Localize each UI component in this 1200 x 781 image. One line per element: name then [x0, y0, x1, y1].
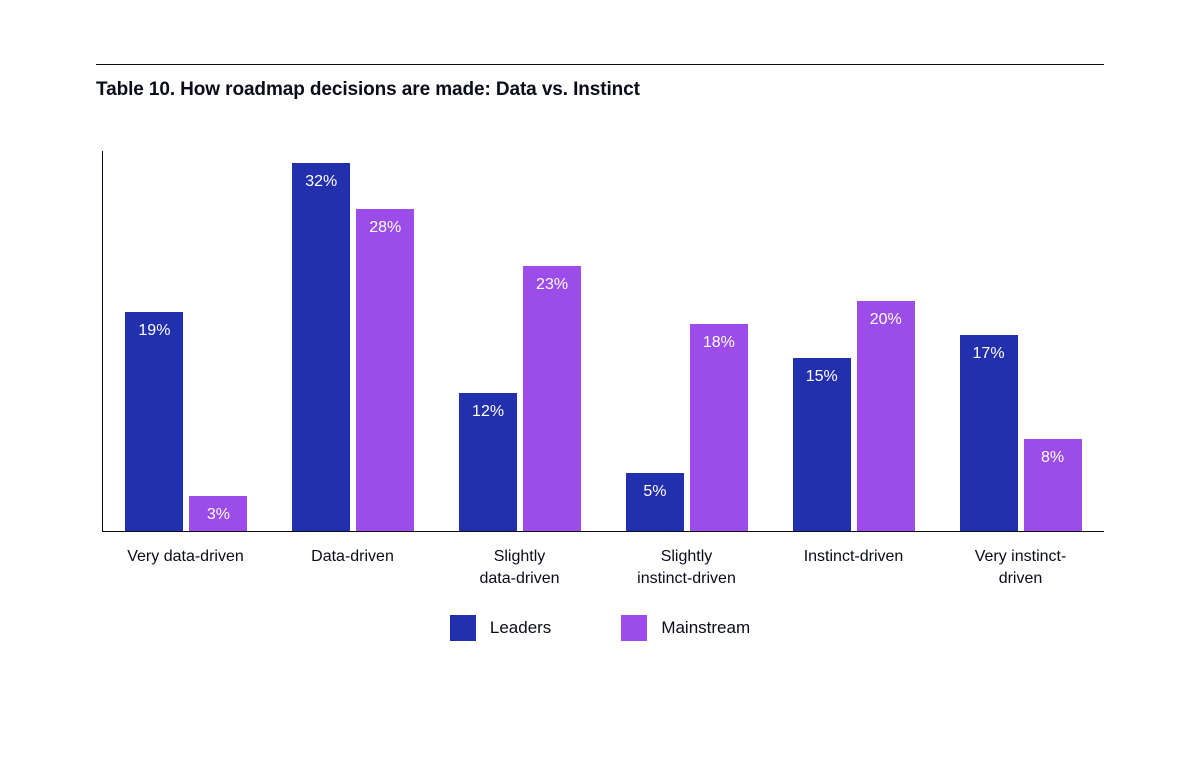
x-label: Instinct-driven	[770, 546, 937, 589]
bar: 12%	[459, 393, 517, 531]
bar: 5%	[626, 473, 684, 531]
bar-group: 32% 28%	[270, 151, 437, 531]
bar-pair: 15% 20%	[793, 301, 915, 531]
bar-pair: 5% 18%	[626, 324, 748, 531]
bar: 20%	[857, 301, 915, 531]
bar-value-label: 19%	[125, 322, 183, 340]
legend-label: Mainstream	[661, 618, 750, 638]
bar: 28%	[356, 209, 414, 531]
legend-swatch	[621, 615, 647, 641]
x-label: Data-driven	[269, 546, 436, 589]
legend-item-leaders: Leaders	[450, 615, 551, 641]
legend-label: Leaders	[490, 618, 551, 638]
legend-swatch	[450, 615, 476, 641]
bar-group: 5% 18%	[603, 151, 770, 531]
bar-chart: 19% 3% 32% 28% 12% 23% 5% 18% 15% 20% 17% 8% Very d…	[96, 151, 1104, 641]
bar-pair: 17% 8%	[960, 335, 1082, 531]
bar: 17%	[960, 335, 1018, 531]
bar-value-label: 28%	[356, 219, 414, 237]
bar-pair: 12% 23%	[459, 266, 581, 531]
bar-group: 15% 20%	[770, 151, 937, 531]
bar: 23%	[523, 266, 581, 531]
bar-pair: 19% 3%	[125, 312, 247, 531]
x-axis-labels: Very data-driven Data-driven Slightlydat…	[102, 546, 1104, 589]
chart-card: Table 10. How roadmap decisions are made…	[96, 64, 1104, 641]
x-label: Slightlydata-driven	[436, 546, 603, 589]
bar-pair: 32% 28%	[292, 163, 414, 531]
bar-value-label: 32%	[292, 173, 350, 191]
bar-value-label: 15%	[793, 368, 851, 386]
plot-area: 19% 3% 32% 28% 12% 23% 5% 18% 15% 20% 17% 8%	[102, 151, 1104, 532]
bar-value-label: 23%	[523, 276, 581, 294]
bar-value-label: 18%	[690, 334, 748, 352]
top-rule	[96, 64, 1104, 65]
bar-value-label: 3%	[189, 506, 247, 524]
x-label: Slightlyinstinct-driven	[603, 546, 770, 589]
legend: Leaders Mainstream	[96, 615, 1104, 641]
chart-title: Table 10. How roadmap decisions are made…	[96, 79, 1104, 101]
bar-group: 17% 8%	[937, 151, 1104, 531]
bar: 19%	[125, 312, 183, 531]
bar-group: 12% 23%	[437, 151, 604, 531]
x-label: Very instinct-driven	[937, 546, 1104, 589]
bar: 18%	[690, 324, 748, 531]
bar-value-label: 20%	[857, 311, 915, 329]
bar: 32%	[292, 163, 350, 531]
bar: 15%	[793, 358, 851, 531]
bar-value-label: 12%	[459, 403, 517, 421]
bar-value-label: 17%	[960, 345, 1018, 363]
x-label: Very data-driven	[102, 546, 269, 589]
bar-value-label: 8%	[1024, 449, 1082, 467]
bar-value-label: 5%	[626, 483, 684, 501]
legend-item-mainstream: Mainstream	[621, 615, 750, 641]
bar: 8%	[1024, 439, 1082, 531]
bar: 3%	[189, 496, 247, 531]
bar-group: 19% 3%	[103, 151, 270, 531]
